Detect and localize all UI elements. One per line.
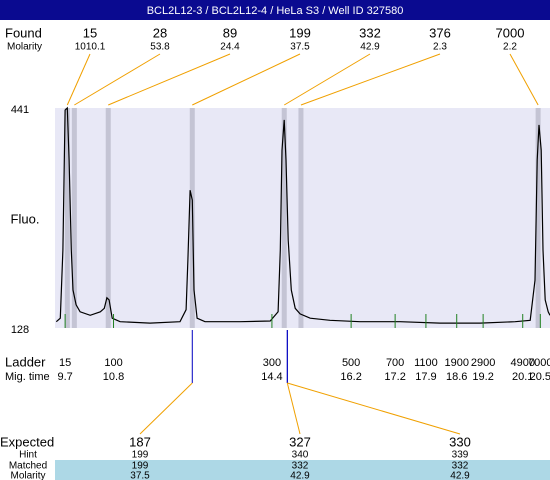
matched-label: Matched — [9, 461, 47, 472]
found-connector — [108, 53, 231, 106]
ladder-time: 10.8 — [103, 371, 124, 383]
found-band — [535, 108, 541, 328]
expected-connector — [139, 382, 193, 435]
found-size: 199 — [289, 25, 311, 40]
y-axis-label: Fluo. — [11, 211, 40, 226]
found-size: 376 — [429, 25, 451, 40]
y-tick-label: 128 — [11, 324, 29, 336]
molarity-value: 42.9 — [450, 471, 470, 480]
found-band — [105, 108, 111, 328]
molarity-label: Molarity — [10, 471, 45, 480]
matched-value: 332 — [452, 461, 469, 472]
ladder-size: 2900 — [471, 357, 495, 369]
found-size: 7000 — [496, 25, 525, 40]
ladder-size: 1100 — [414, 357, 438, 369]
found-size: 28 — [153, 25, 167, 40]
ladder-size: 7000 — [528, 357, 550, 369]
found-molarity: 53.8 — [150, 42, 170, 53]
mig-time-label: Mig. time — [5, 371, 50, 383]
title-bar — [0, 0, 550, 20]
ladder-time: 17.9 — [415, 371, 436, 383]
found-molarity: 42.9 — [360, 42, 380, 53]
expected-size: 327 — [289, 434, 311, 449]
found-band — [64, 108, 70, 328]
found-size: 89 — [223, 25, 237, 40]
matched-value: 332 — [292, 461, 309, 472]
found-molarity: 2.3 — [433, 42, 447, 53]
found-connector — [300, 53, 441, 106]
ladder-time: 18.6 — [446, 371, 467, 383]
found-connector — [66, 53, 91, 106]
found-molarity: 37.5 — [290, 42, 310, 53]
found-label: Found — [5, 25, 42, 40]
expected-connector — [286, 382, 301, 435]
hint-value: 340 — [292, 450, 309, 461]
found-connector — [509, 53, 539, 106]
ladder-size: 300 — [263, 357, 281, 369]
ladder-size: 4900 — [510, 357, 534, 369]
ladder-time: 19.2 — [472, 371, 493, 383]
matched-value: 199 — [132, 461, 149, 472]
ladder-size: 1900 — [444, 357, 468, 369]
ladder-time: 16.2 — [340, 371, 361, 383]
hint-value: 199 — [132, 450, 149, 461]
found-connector — [192, 53, 301, 106]
molarity-value: 42.9 — [290, 471, 310, 480]
ladder-size: 15 — [59, 357, 71, 369]
ladder-time: 17.2 — [384, 371, 405, 383]
ladder-size: 100 — [104, 357, 122, 369]
found-band — [281, 108, 287, 328]
found-size: 332 — [359, 25, 381, 40]
trace — [55, 106, 550, 324]
y-tick-label: 441 — [11, 104, 29, 116]
found-connector — [74, 53, 161, 106]
found-band — [71, 108, 77, 328]
ladder-time: 20.5 — [530, 371, 550, 383]
matched-band — [55, 460, 550, 480]
found-size: 15 — [83, 25, 97, 40]
ladder-time: 9.7 — [57, 371, 72, 383]
chart-title: BCL2L12-3 / BCL2L12-4 / HeLa S3 / Well I… — [147, 5, 404, 17]
found-molarity: 1010.1 — [75, 42, 106, 53]
molarity-label: Molarity — [7, 42, 42, 53]
ladder-size: 700 — [386, 357, 404, 369]
found-molarity: 24.4 — [220, 42, 240, 53]
found-band — [298, 108, 304, 328]
expected-size: 330 — [449, 434, 471, 449]
expected-label: Expected — [0, 434, 54, 449]
expected-size: 187 — [129, 434, 151, 449]
hint-label: Hint — [19, 450, 37, 461]
found-connector — [283, 53, 371, 106]
ladder-label: Ladder — [5, 354, 46, 369]
ladder-size: 500 — [342, 357, 360, 369]
ladder-time: 20.1 — [512, 371, 533, 383]
expected-connector — [287, 382, 461, 435]
molarity-value: 37.5 — [130, 471, 150, 480]
ladder-time: 14.4 — [261, 371, 282, 383]
found-molarity: 2.2 — [503, 42, 517, 53]
hint-value: 339 — [452, 450, 469, 461]
